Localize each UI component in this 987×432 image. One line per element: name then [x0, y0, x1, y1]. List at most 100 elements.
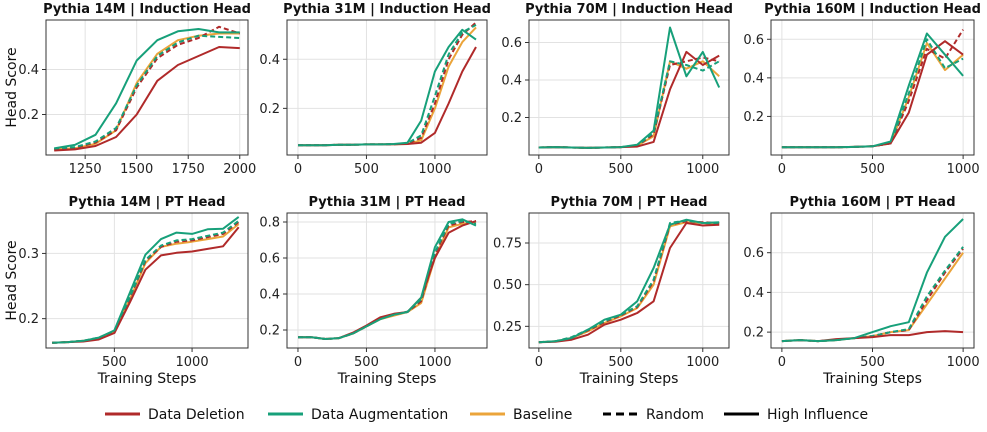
- y-tick-label: 0.6: [501, 36, 522, 51]
- chart-title: Pythia 160M | PT Head: [789, 195, 955, 210]
- plot-frame: [286, 212, 488, 349]
- y-tick-label: 0.4: [743, 71, 764, 86]
- plot-frame: [286, 19, 488, 156]
- x-tick-label: 0: [535, 162, 543, 177]
- x-axis-label: Training Steps: [579, 371, 679, 387]
- chart-panel-3: 0 500 1000 0.2 0.4 0.6 Pythia 70M | Induction …: [501, 2, 733, 177]
- series-line-data-deletion-dashed: [298, 21, 477, 147]
- legend-label-data-augmentation: Data Augmentation: [311, 407, 448, 423]
- legend-label-random: Random: [646, 407, 704, 423]
- series-line-data-deletion-dashed: [298, 220, 477, 340]
- y-axis-label: Head Score: [4, 47, 20, 127]
- series-line-baseline-solid: [538, 60, 720, 149]
- series-line-data-augmentation-dashed: [52, 220, 240, 344]
- x-tick-label: 500: [860, 355, 885, 370]
- y-tick-label: 0.2: [259, 102, 280, 117]
- legend: Data Deletion Data Augmentation Baseline…: [105, 407, 868, 423]
- chart-title: Pythia 31M | Induction Head: [283, 2, 491, 17]
- y-tick-label: 0.50: [493, 278, 522, 293]
- chart-panel-4: 0 500 1000 0.2 0.4 0.6 Pythia 160M | Induction…: [743, 2, 981, 177]
- x-tick-label: 1000: [947, 162, 980, 177]
- plot-frame: [45, 212, 249, 349]
- chart-panel-8: 0 500 1000 0.2 0.4 0.6 Pythia 160M | PT Head Tr…: [743, 195, 979, 387]
- x-tick-label: 1000: [418, 162, 451, 177]
- y-tick-label: 0.6: [259, 252, 280, 267]
- y-tick-label: 0.6: [743, 246, 764, 261]
- x-axis-label: Training Steps: [97, 371, 197, 387]
- series-line-data-augmentation-dashed: [538, 219, 720, 344]
- series-line-data-deletion-solid: [298, 46, 477, 147]
- y-axis-label: Head Score: [4, 240, 20, 320]
- y-tick-label: 0.2: [18, 108, 39, 123]
- x-tick-label: 1000: [947, 355, 980, 370]
- series-line-data-deletion-dashed: [538, 56, 720, 149]
- x-tick-label: 500: [608, 355, 633, 370]
- chart-title: Pythia 70M | Induction Head: [525, 2, 733, 17]
- series-line-data-augmentation-dashed: [298, 24, 477, 147]
- x-tick-label: 500: [860, 162, 885, 177]
- y-tick-label: 0.2: [743, 326, 764, 341]
- chart-panel-1: 1250 1500 1750 2000 0.2 0.4 Pythia 14M | Induc…: [4, 2, 256, 177]
- chart-panel-6: 0 500 1000 0.2 0.4 0.6 0.8 Pythia 31M | PT Head…: [259, 195, 488, 387]
- series-line-data-augmentation-dashed: [54, 34, 240, 150]
- x-tick-label: 500: [354, 162, 379, 177]
- series-line-data-augmentation-solid: [298, 218, 477, 340]
- x-tick-label: 1000: [418, 355, 451, 370]
- chart-panel-7: 0 500 1000 0.25 0.50 0.75 Pythia 70M | PT Head…: [493, 195, 730, 387]
- x-tick-label: 1000: [686, 162, 719, 177]
- series-line-data-augmentation-solid: [52, 216, 240, 344]
- chart-title: Pythia 160M | Induction Head: [764, 2, 981, 17]
- x-tick-label: 1000: [686, 355, 719, 370]
- series-line-data-augmentation-solid: [781, 32, 964, 149]
- series-line-baseline-solid: [538, 221, 720, 344]
- y-tick-label: 0.2: [501, 111, 522, 126]
- series-line-data-augmentation-solid: [54, 28, 240, 150]
- series-line-data-deletion-dashed: [538, 220, 720, 344]
- series-line-data-augmentation-solid: [781, 218, 964, 343]
- legend-label-high-influence: High Influence: [767, 407, 868, 423]
- y-tick-label: 0.4: [18, 63, 39, 78]
- series-line-data-deletion-solid: [54, 46, 240, 152]
- y-tick-label: 0.2: [259, 324, 280, 339]
- x-tick-label: 500: [608, 162, 633, 177]
- chart-panel-5: 500 1000 0.2 0.3 Pythia 14M | PT Head Trainin…: [4, 195, 249, 387]
- y-tick-label: 0.75: [493, 237, 522, 252]
- x-tick-label: 1000: [176, 355, 209, 370]
- x-axis-label: Training Steps: [337, 371, 437, 387]
- chart-title: Pythia 31M | PT Head: [309, 195, 466, 210]
- series-line-baseline-solid: [298, 221, 477, 340]
- x-tick-label: 1500: [120, 162, 153, 177]
- series-line-data-augmentation-dashed: [538, 60, 720, 149]
- x-tick-label: 500: [354, 355, 379, 370]
- chart-title: Pythia 14M | Induction Head: [43, 2, 251, 17]
- chart-panel-2: 0 500 1000 0.2 0.4 Pythia 31M | Induction Hea…: [259, 2, 491, 177]
- legend-label-baseline: Baseline: [513, 407, 572, 423]
- series-line-data-augmentation-solid: [538, 26, 721, 149]
- chart-title: Pythia 14M | PT Head: [69, 195, 226, 210]
- x-tick-label: 500: [102, 355, 127, 370]
- series-line-data-augmentation-solid: [298, 28, 477, 147]
- series-line-data-deletion-dashed: [54, 25, 241, 151]
- legend-label-data-deletion: Data Deletion: [148, 407, 245, 423]
- x-tick-label: 0: [294, 162, 302, 177]
- y-tick-label: 0.4: [743, 286, 764, 301]
- y-tick-label: 0.4: [259, 53, 280, 68]
- x-tick-label: 0: [778, 355, 786, 370]
- series-line-baseline-solid: [52, 223, 240, 344]
- y-tick-label: 0.3: [18, 247, 39, 262]
- series-line-data-augmentation-dashed: [298, 220, 477, 340]
- series-line-baseline-solid: [54, 32, 240, 151]
- chart-title: Pythia 70M | PT Head: [551, 195, 708, 210]
- panels: 1250 1500 1750 2000 0.2 0.4 Pythia 14M | Induc…: [4, 2, 981, 387]
- y-tick-label: 0.25: [493, 320, 522, 335]
- x-tick-label: 1750: [172, 162, 205, 177]
- plot-frame: [528, 212, 730, 349]
- y-tick-label: 0.8: [259, 216, 280, 231]
- series-line-data-deletion-solid: [538, 222, 720, 344]
- x-tick-label: 0: [294, 355, 302, 370]
- plot-frame: [528, 19, 730, 156]
- x-tick-label: 2000: [223, 162, 256, 177]
- x-axis-label: Training Steps: [822, 371, 922, 387]
- y-tick-label: 0.4: [501, 74, 522, 89]
